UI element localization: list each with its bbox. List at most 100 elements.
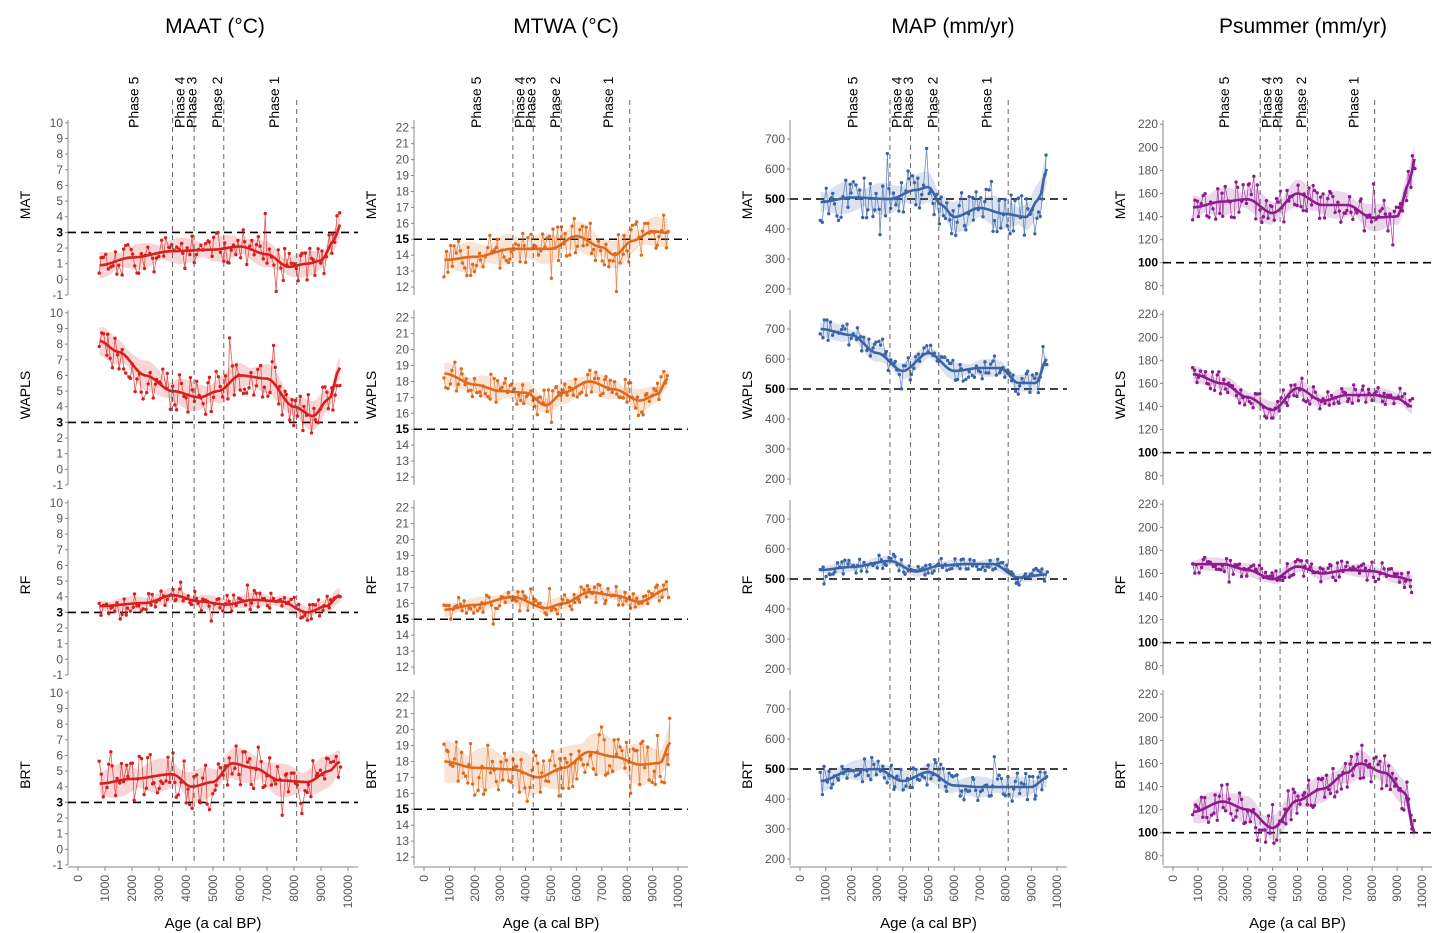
data-point xyxy=(1217,370,1221,374)
data-point xyxy=(1295,394,1299,399)
data-point xyxy=(893,785,897,789)
data-point xyxy=(821,565,825,569)
data-point xyxy=(263,211,267,216)
data-point xyxy=(307,603,312,607)
data-point xyxy=(300,615,305,619)
y-tick-label: 500 xyxy=(765,572,785,586)
data-point xyxy=(1383,402,1388,407)
data-point xyxy=(245,262,249,267)
data-point xyxy=(481,610,485,614)
x-tick-label: 3000 xyxy=(152,875,166,902)
data-point xyxy=(1281,388,1285,392)
y-tick-label: 700 xyxy=(765,322,785,336)
data-point xyxy=(470,394,475,399)
data-point xyxy=(840,764,844,769)
y-tick-label: 180 xyxy=(1138,353,1158,367)
data-point xyxy=(636,413,641,418)
data-point xyxy=(1036,775,1040,779)
data-point xyxy=(945,358,950,363)
data-point xyxy=(1235,808,1239,813)
data-point xyxy=(296,279,300,283)
data-point xyxy=(885,151,890,156)
data-point xyxy=(545,409,549,414)
y-tick-label: 7 xyxy=(56,353,63,367)
data-point xyxy=(988,558,992,563)
data-point xyxy=(554,607,558,612)
data-point xyxy=(1258,391,1262,396)
y-tick-label: 14 xyxy=(396,628,410,642)
data-point xyxy=(447,603,451,608)
data-point xyxy=(306,782,311,787)
smooth-curve xyxy=(820,559,1047,579)
data-point xyxy=(1299,559,1304,563)
data-point xyxy=(254,591,258,595)
data-point xyxy=(1045,362,1049,367)
data-point xyxy=(121,367,126,371)
data-point xyxy=(502,751,507,756)
data-point xyxy=(1202,555,1207,560)
data-point xyxy=(190,388,194,392)
data-point xyxy=(995,777,1000,781)
data-point xyxy=(254,243,259,247)
data-point xyxy=(926,571,930,575)
x-tick-label: 4000 xyxy=(179,875,193,902)
data-point xyxy=(579,757,583,762)
data-point xyxy=(886,368,890,373)
data-point xyxy=(981,565,985,569)
data-point xyxy=(509,250,514,254)
data-point xyxy=(862,560,866,565)
data-point xyxy=(451,764,455,768)
data-point xyxy=(645,391,649,396)
data-point xyxy=(497,603,502,608)
data-point xyxy=(188,375,193,380)
y-tick-label: 80 xyxy=(1145,659,1159,673)
data-point xyxy=(858,770,863,775)
data-point xyxy=(959,789,964,793)
data-point xyxy=(157,786,161,791)
data-point xyxy=(481,265,485,269)
data-point xyxy=(1234,815,1238,819)
data-point xyxy=(635,220,639,224)
data-point xyxy=(851,180,855,184)
data-point xyxy=(845,776,849,780)
phase-label: Phase 3 xyxy=(900,76,916,128)
y-tick-label: 21 xyxy=(396,707,410,721)
data-point xyxy=(987,188,991,192)
y-tick-label: 14 xyxy=(396,818,410,832)
data-point xyxy=(645,745,650,749)
x-tick-label: 10000 xyxy=(341,875,355,909)
data-point xyxy=(174,408,179,412)
x-tick-label: 9000 xyxy=(646,875,660,902)
data-point xyxy=(972,375,977,379)
row-label: BRT xyxy=(1112,761,1128,789)
data-point xyxy=(326,406,331,411)
data-point xyxy=(1223,184,1227,189)
data-point xyxy=(643,765,647,770)
data-point xyxy=(247,386,251,390)
data-point xyxy=(491,622,495,626)
data-point xyxy=(538,395,543,399)
y-tick-label: 1 xyxy=(56,637,63,651)
data-point xyxy=(939,195,943,199)
data-point xyxy=(1397,580,1402,584)
data-point xyxy=(1390,771,1395,776)
data-point xyxy=(519,398,523,403)
data-point xyxy=(1327,403,1331,407)
x-tick-label: 4000 xyxy=(1266,875,1280,902)
data-point xyxy=(126,774,130,779)
data-point xyxy=(997,198,1001,203)
data-point xyxy=(974,564,979,569)
data-point xyxy=(305,790,309,795)
data-point xyxy=(124,763,129,767)
data-point xyxy=(151,256,155,260)
data-point xyxy=(598,393,603,398)
data-point xyxy=(495,378,500,383)
data-point xyxy=(933,757,937,762)
data-point xyxy=(875,566,880,570)
data-point xyxy=(521,401,526,406)
data-point xyxy=(274,289,278,294)
